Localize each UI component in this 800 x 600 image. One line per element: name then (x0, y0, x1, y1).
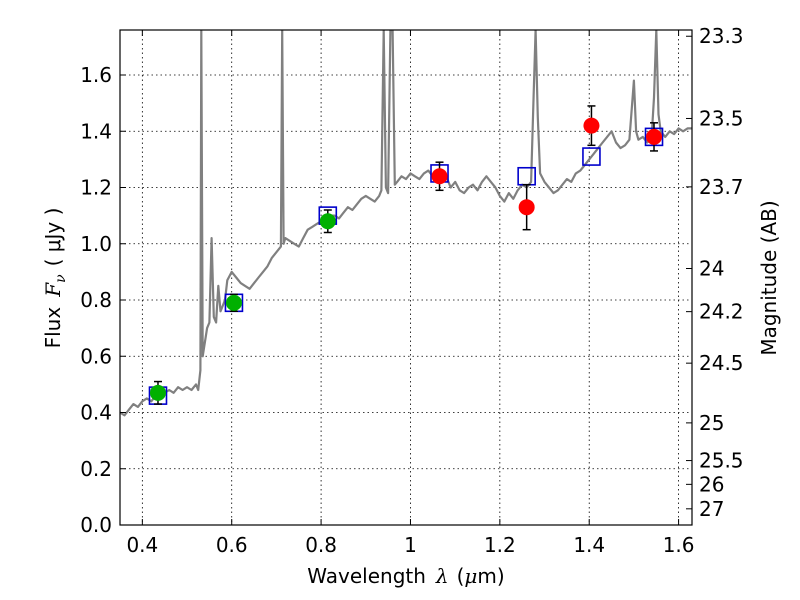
spectrum-layer (120, 30, 692, 417)
x-tick-label: 0.4 (126, 533, 158, 557)
mag-tick-label: 24.2 (699, 300, 744, 324)
x-tick-label: 1.6 (663, 533, 695, 557)
y-tick-labels: 0.0 0.2 0.4 0.6 0.8 1.0 1.2 1.4 1.6 (80, 63, 112, 537)
nir-point (518, 199, 535, 216)
y-tick-label: 0.0 (80, 513, 112, 537)
y-axis-label: FluxFν( μJy ) (41, 208, 69, 349)
plot-frame (119, 29, 693, 526)
axis-ticks (120, 30, 692, 526)
mag-tick-label: 25 (699, 411, 724, 435)
y-tick-label: 1.0 (80, 232, 112, 256)
mag-tick-label: 23.7 (699, 175, 744, 199)
x-tick-label: 0.6 (216, 533, 248, 557)
nir-point (646, 128, 663, 145)
y-tick-label: 0.4 (80, 401, 112, 425)
x-tick-label: 1.2 (484, 533, 516, 557)
model-square (517, 166, 536, 186)
x-tick-label: 0.8 (305, 533, 337, 557)
grid-lines (120, 30, 692, 526)
optical-point (225, 294, 242, 311)
mag-tick-label: 26 (699, 472, 724, 496)
x-tick-label: 1.4 (573, 533, 605, 557)
mag-tick-label: 24 (699, 256, 724, 280)
y-tick-label: 0.2 (80, 457, 112, 481)
mag-tick-label: 23.3 (699, 24, 744, 48)
y-tick-label: 1.2 (80, 176, 112, 200)
points-layer (148, 105, 664, 405)
spectrum-line (120, 30, 692, 417)
y-tick-label: 1.4 (80, 119, 112, 143)
optical-point (149, 384, 166, 401)
y-tick-label: 0.8 (80, 288, 112, 312)
y-tick-label: 1.6 (80, 63, 112, 87)
x-axis-label: Wavelength λ (μm) (307, 564, 504, 588)
y-tick-label: 0.6 (80, 344, 112, 368)
nir-point (583, 117, 600, 134)
model-square (582, 147, 601, 166)
x-tick-labels: 0.4 0.6 0.8 1 1.2 1.4 1.6 (126, 533, 694, 557)
y2-axis-label: Magnitude (AB) (757, 200, 781, 355)
x-tick-label: 1 (404, 533, 417, 557)
mag-tick-label: 23.5 (699, 106, 744, 130)
mag-tick-label: 24.5 (699, 351, 744, 375)
mag-tick-label: 27 (699, 497, 724, 521)
mag-tick-label: 25.5 (699, 449, 744, 473)
nir-point (431, 168, 448, 185)
optical-point (319, 213, 336, 230)
